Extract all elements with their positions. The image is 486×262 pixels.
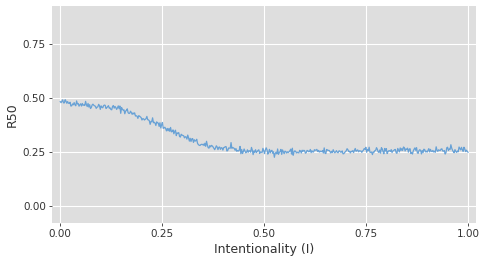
Y-axis label: R50: R50 bbox=[5, 102, 18, 127]
X-axis label: Intentionality (I): Intentionality (I) bbox=[214, 243, 314, 256]
